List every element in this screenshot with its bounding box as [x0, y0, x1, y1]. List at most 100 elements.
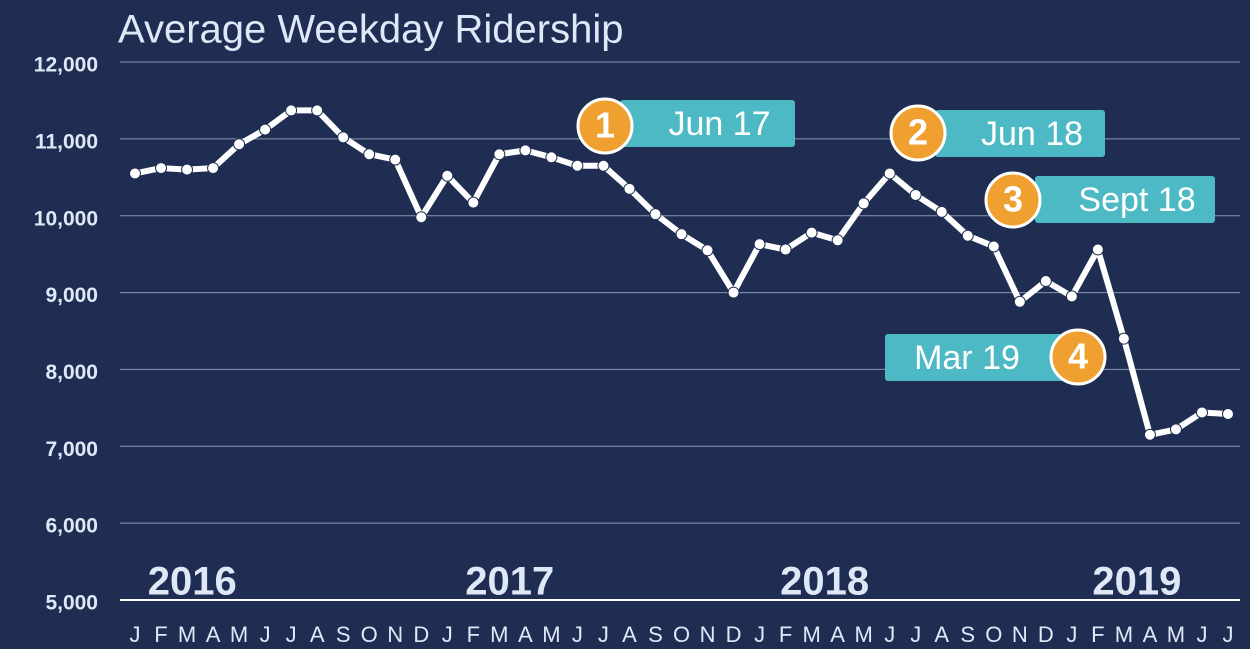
x-tick-label: N	[1012, 622, 1028, 647]
x-tick-label: M	[542, 622, 560, 647]
callout-label: Jun 18	[981, 115, 1083, 153]
y-tick-label: 12,000	[34, 54, 98, 77]
data-point	[623, 182, 636, 195]
callout-box	[885, 334, 1065, 381]
x-tick-label: J	[1223, 622, 1234, 647]
data-point	[1065, 290, 1078, 303]
y-tick-label: 5,000	[45, 592, 98, 615]
data-point	[727, 286, 740, 299]
y-tick-label: 6,000	[45, 515, 98, 538]
callout-badge	[576, 97, 634, 155]
callout-box	[935, 110, 1105, 157]
x-tick-label: S	[648, 622, 663, 647]
x-tick-label: M	[1167, 622, 1185, 647]
data-point	[181, 163, 194, 176]
callout-badge	[1049, 328, 1107, 386]
data-point	[883, 167, 896, 180]
data-point	[857, 197, 870, 210]
x-tick-label: D	[413, 622, 429, 647]
x-tick-label: A	[830, 622, 845, 647]
callout-number: 2	[908, 112, 928, 153]
x-tick-label: J	[1196, 622, 1207, 647]
y-tick-label: 8,000	[45, 361, 98, 384]
x-tick-label: F	[779, 622, 792, 647]
x-tick-label: J	[130, 622, 141, 647]
callout-label: Sept 18	[1078, 181, 1195, 219]
data-point	[571, 159, 584, 172]
data-point	[285, 104, 298, 117]
data-point	[233, 138, 246, 151]
data-point	[1143, 428, 1156, 441]
x-tick-label: M	[230, 622, 248, 647]
data-point	[1222, 408, 1234, 421]
x-tick-label: A	[934, 622, 949, 647]
data-point	[753, 238, 766, 251]
data-point	[389, 153, 402, 166]
data-point	[519, 144, 532, 157]
x-tick-label: A	[622, 622, 637, 647]
x-tick-label: F	[154, 622, 167, 647]
data-point	[1195, 406, 1208, 419]
x-tick-label: F	[1091, 622, 1104, 647]
data-point	[363, 148, 376, 161]
x-tick-label: N	[700, 622, 716, 647]
year-label: 2019	[1092, 560, 1181, 604]
y-tick-label: 10,000	[34, 207, 98, 230]
x-tick-label: M	[855, 622, 873, 647]
callout-label: Jun 17	[668, 105, 770, 143]
data-point	[701, 244, 714, 257]
y-tick-label: 11,000	[35, 130, 98, 153]
x-tick-label: O	[673, 622, 690, 647]
data-point	[415, 211, 428, 224]
data-point	[597, 159, 610, 172]
data-point	[675, 228, 688, 241]
year-label: 2016	[148, 560, 237, 604]
callout-badge	[889, 104, 947, 162]
x-tick-label: A	[518, 622, 533, 647]
x-tick-label: J	[1066, 622, 1077, 647]
year-label: 2017	[465, 560, 554, 604]
x-tick-label: D	[726, 622, 742, 647]
year-label: 2018	[780, 560, 869, 604]
y-tick-label: 7,000	[45, 438, 98, 461]
data-point	[259, 123, 272, 136]
data-point	[311, 104, 324, 117]
x-tick-label: J	[754, 622, 765, 647]
data-point	[441, 169, 454, 182]
data-point	[337, 131, 350, 144]
data-point	[1039, 275, 1052, 288]
x-tick-label: A	[1143, 622, 1158, 647]
callout-label: Mar 19	[914, 339, 1020, 377]
callout-number: 3	[1003, 179, 1023, 220]
data-point	[1013, 295, 1026, 308]
data-point	[129, 167, 141, 180]
x-tick-label: J	[442, 622, 453, 647]
x-tick-label: F	[467, 622, 480, 647]
x-tick-label: D	[1038, 622, 1054, 647]
data-point	[831, 234, 844, 247]
x-tick-label: S	[960, 622, 975, 647]
x-tick-label: A	[310, 622, 325, 647]
callout-box	[620, 100, 795, 147]
x-tick-label: J	[572, 622, 583, 647]
x-tick-label: J	[260, 622, 271, 647]
x-tick-label: M	[178, 622, 196, 647]
x-tick-label: O	[361, 622, 378, 647]
data-point	[935, 205, 948, 218]
data-point	[1169, 423, 1182, 436]
y-tick-label: 9,000	[45, 284, 98, 307]
x-tick-label: O	[985, 622, 1002, 647]
data-point	[493, 148, 506, 161]
data-point	[649, 208, 662, 221]
data-point	[961, 229, 974, 242]
x-tick-label: M	[490, 622, 508, 647]
callout-number: 1	[595, 105, 615, 146]
data-point	[545, 151, 558, 164]
callout-number: 4	[1068, 336, 1088, 377]
data-point	[467, 196, 480, 209]
data-point	[805, 226, 818, 239]
chart-title: Average Weekday Ridership	[118, 8, 623, 52]
